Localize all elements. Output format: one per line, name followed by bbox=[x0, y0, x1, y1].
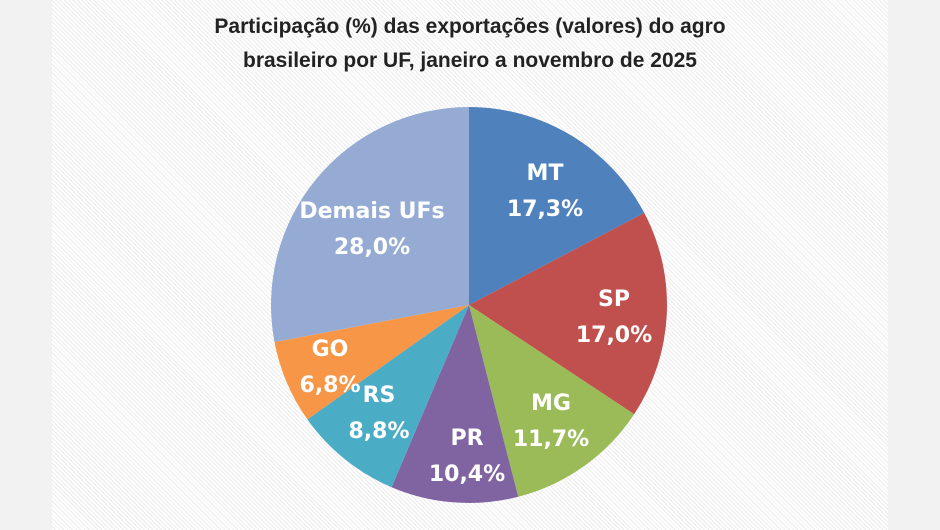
slice-label: RS bbox=[363, 383, 396, 408]
pie-slice-pr bbox=[391, 305, 519, 503]
slice-label: GO bbox=[312, 337, 349, 362]
pie-slice-go bbox=[274, 305, 469, 420]
slice-value-label: 28,0% bbox=[334, 235, 410, 260]
chart-title: Participação (%) das exportações (valore… bbox=[0, 10, 940, 78]
slice-label: SP bbox=[598, 287, 630, 312]
slice-value-label: 11,7% bbox=[513, 427, 589, 452]
pie-slice-rs bbox=[307, 305, 469, 488]
pie-slice-demais-ufs bbox=[270, 107, 469, 343]
slice-label: PR bbox=[450, 426, 483, 451]
chart-title-line-2: brasileiro por UF, janeiro a novembro de… bbox=[243, 49, 697, 72]
pie-slice-mt bbox=[469, 107, 645, 305]
slice-value-label: 17,3% bbox=[507, 197, 583, 222]
pie-slice-sp bbox=[469, 212, 667, 415]
slice-value-label: 17,0% bbox=[576, 323, 652, 348]
slice-label: Demais UFs bbox=[299, 199, 444, 224]
chart-title-line-1: Participação (%) das exportações (valore… bbox=[214, 15, 726, 38]
pie-slice-mg bbox=[469, 305, 635, 497]
slice-label: MT bbox=[527, 161, 564, 186]
slice-label: MG bbox=[531, 391, 571, 416]
slice-value-label: 10,4% bbox=[429, 462, 505, 487]
slice-value-label: 8,8% bbox=[348, 419, 409, 444]
slice-value-label: 6,8% bbox=[299, 373, 360, 398]
